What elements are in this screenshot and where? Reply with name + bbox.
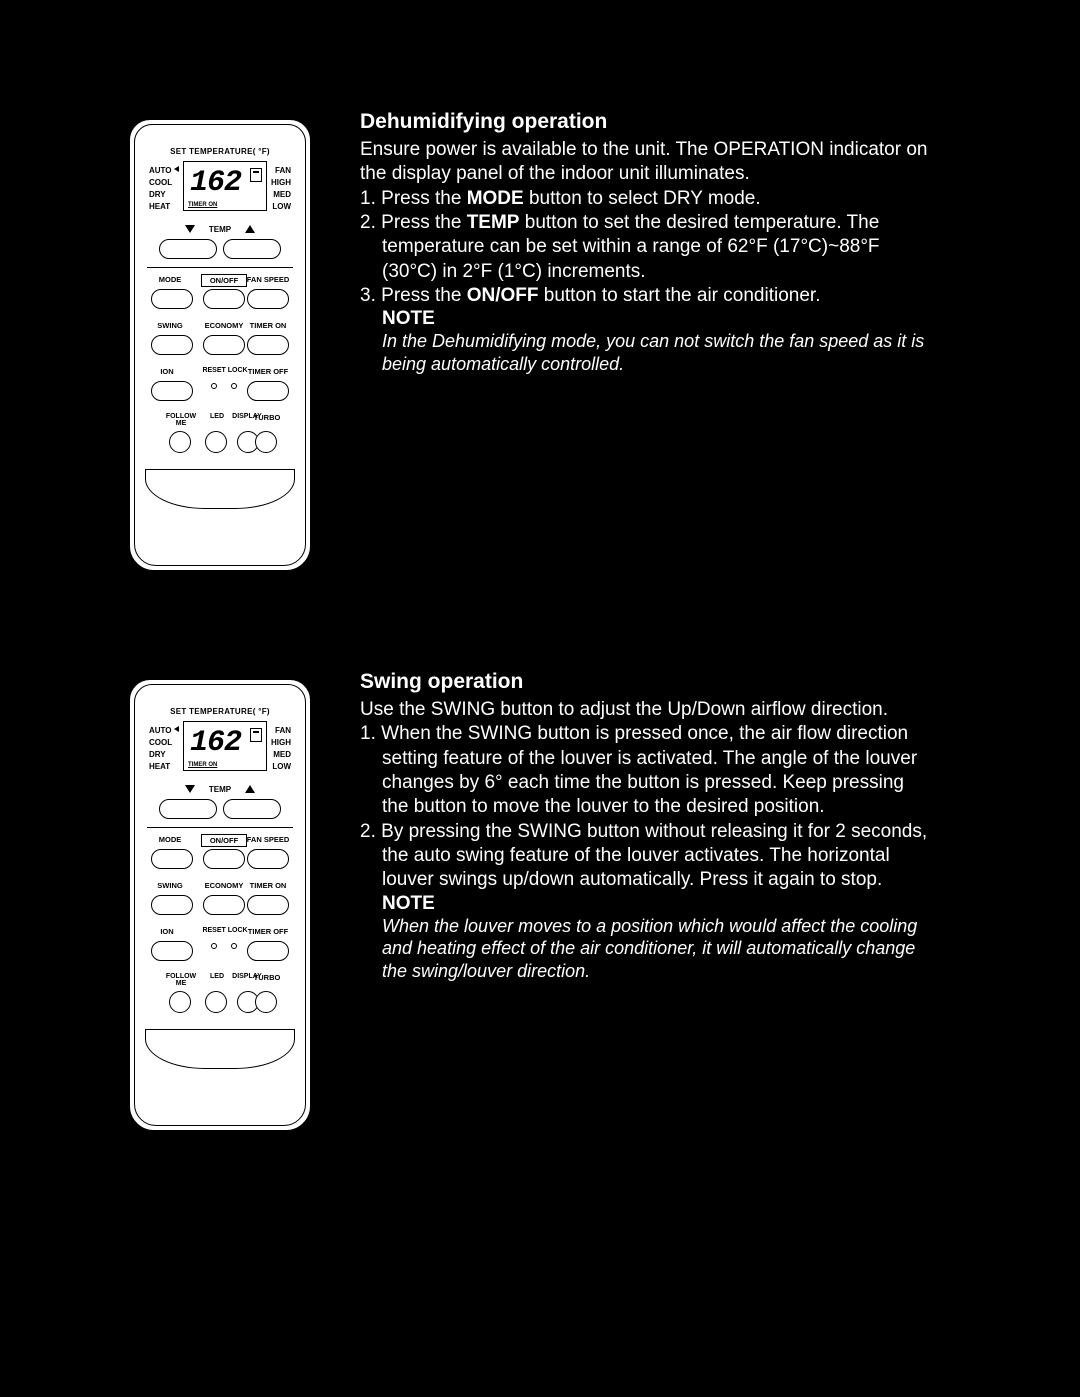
lcd-display-group: AUTO COOL DRY HEAT 162 TIMER ON bbox=[149, 161, 291, 221]
swing-button[interactable] bbox=[151, 895, 193, 915]
turbo-button[interactable] bbox=[255, 431, 277, 453]
note-label-dehumid: NOTE bbox=[360, 308, 930, 330]
note-label-swing: NOTE bbox=[360, 893, 930, 915]
button-row-3: ION RESET LOCK TIMER OFF bbox=[149, 367, 291, 409]
timeron-button[interactable] bbox=[247, 895, 289, 915]
button-row-2: SWING ECONOMY TIMER ON bbox=[149, 321, 291, 363]
note-text-swing: When the louver moves to a position whic… bbox=[360, 915, 930, 983]
led-button[interactable] bbox=[205, 431, 227, 453]
section-dehumidifying: SET TEMPERATURE( °F) AUTO COOL DRY HEAT … bbox=[110, 110, 930, 580]
led-button[interactable] bbox=[205, 991, 227, 1013]
steps-dehumidifying: Press the MODE button to select DRY mode… bbox=[360, 187, 930, 309]
turbo-button[interactable] bbox=[255, 991, 277, 1013]
followme-button[interactable] bbox=[169, 991, 191, 1013]
text-swing: Swing operation Use the SWING button to … bbox=[360, 670, 930, 1140]
temp-up-icon bbox=[245, 785, 255, 793]
step-3: Press the ON/OFF button to start the air… bbox=[360, 284, 930, 308]
section-swing: SET TEMPERATURE( °F) AUTO COOL DRY HEAT … bbox=[110, 670, 930, 1140]
note-text-dehumid: In the Dehumidifying mode, you can not s… bbox=[360, 330, 930, 375]
swing-step-2: By pressing the SWING button without rel… bbox=[360, 820, 930, 893]
button-row-1: MODE ON/OFF FAN SPEED bbox=[149, 275, 291, 317]
mode-button[interactable] bbox=[151, 849, 193, 869]
ion-button[interactable] bbox=[151, 381, 193, 401]
timeroff-button[interactable] bbox=[247, 941, 289, 961]
reset-hole[interactable] bbox=[211, 943, 217, 949]
onoff-button[interactable] bbox=[203, 289, 245, 309]
temp-label: TEMP bbox=[149, 225, 291, 234]
step-1: Press the MODE button to select DRY mode… bbox=[360, 187, 930, 211]
remote-illustration-1: SET TEMPERATURE( °F) AUTO COOL DRY HEAT … bbox=[110, 110, 340, 580]
temp-up-button[interactable] bbox=[223, 239, 281, 259]
temp-down-button[interactable] bbox=[159, 799, 217, 819]
text-dehumidifying: Dehumidifying operation Ensure power is … bbox=[360, 110, 930, 580]
heading-dehumidifying: Dehumidifying operation bbox=[360, 110, 930, 134]
lock-hole[interactable] bbox=[231, 943, 237, 949]
temp-up-button[interactable] bbox=[223, 799, 281, 819]
manual-page: SET TEMPERATURE( °F) AUTO COOL DRY HEAT … bbox=[50, 20, 1030, 1370]
heading-swing: Swing operation bbox=[360, 670, 930, 694]
reset-hole[interactable] bbox=[211, 383, 217, 389]
economy-button[interactable] bbox=[203, 895, 245, 915]
temp-down-button[interactable] bbox=[159, 239, 217, 259]
lcd-screen: 162 TIMER ON bbox=[183, 161, 267, 211]
remote-bottom-curve bbox=[145, 469, 295, 509]
lcd-timer-on: TIMER ON bbox=[188, 202, 217, 208]
temp-up-icon bbox=[245, 225, 255, 233]
button-row-4: FOLLOW ME LED DISPLAY TURBO bbox=[149, 413, 291, 461]
intro-swing: Use the SWING button to adjust the Up/Do… bbox=[360, 698, 930, 722]
swing-button[interactable] bbox=[151, 335, 193, 355]
temp-row: TEMP bbox=[149, 225, 291, 263]
lcd-icon bbox=[250, 168, 262, 182]
mode-labels: AUTO COOL DRY HEAT bbox=[149, 165, 179, 213]
set-temp-label: SET TEMPERATURE( °F) bbox=[135, 147, 305, 156]
swing-step-1: When the SWING button is pressed once, t… bbox=[360, 722, 930, 819]
followme-button[interactable] bbox=[169, 431, 191, 453]
lcd-digits: 162 bbox=[190, 166, 241, 200]
mode-button[interactable] bbox=[151, 289, 193, 309]
steps-swing: When the SWING button is pressed once, t… bbox=[360, 722, 930, 892]
lock-hole[interactable] bbox=[231, 383, 237, 389]
onoff-button[interactable] bbox=[203, 849, 245, 869]
step-2: Press the TEMP button to set the desired… bbox=[360, 211, 930, 284]
fanspeed-button[interactable] bbox=[247, 289, 289, 309]
ion-button[interactable] bbox=[151, 941, 193, 961]
economy-button[interactable] bbox=[203, 335, 245, 355]
timeroff-button[interactable] bbox=[247, 381, 289, 401]
intro-dehumidifying: Ensure power is available to the unit. T… bbox=[360, 138, 930, 187]
fanspeed-button[interactable] bbox=[247, 849, 289, 869]
remote-illustration-2: SET TEMPERATURE( °F) AUTO COOL DRY HEAT … bbox=[110, 670, 340, 1140]
fan-labels: FAN HIGH MED LOW bbox=[271, 165, 291, 213]
timeron-button[interactable] bbox=[247, 335, 289, 355]
divider bbox=[147, 267, 293, 268]
